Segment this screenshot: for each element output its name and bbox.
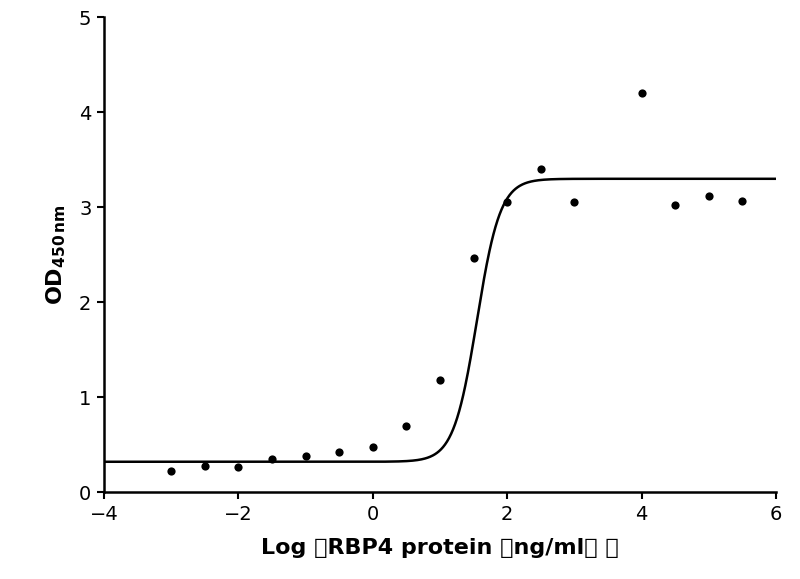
Point xyxy=(434,375,446,384)
Point xyxy=(736,196,749,206)
Point xyxy=(366,442,379,451)
Point xyxy=(165,467,178,476)
Point xyxy=(669,201,682,210)
Point xyxy=(232,462,245,471)
Point xyxy=(299,452,312,461)
X-axis label: Log （RBP4 protein （ng/ml） ）: Log （RBP4 protein （ng/ml） ） xyxy=(261,537,619,558)
Point xyxy=(635,89,648,98)
Point xyxy=(534,164,547,174)
Point xyxy=(702,191,715,200)
Point xyxy=(266,455,278,464)
Point xyxy=(333,448,346,457)
Point xyxy=(501,197,514,206)
Y-axis label: $\mathbf{OD_{450\,nm}}$: $\mathbf{OD_{450\,nm}}$ xyxy=(44,204,68,305)
Point xyxy=(467,253,480,262)
Point xyxy=(400,421,413,430)
Point xyxy=(568,197,581,206)
Point xyxy=(198,461,211,470)
